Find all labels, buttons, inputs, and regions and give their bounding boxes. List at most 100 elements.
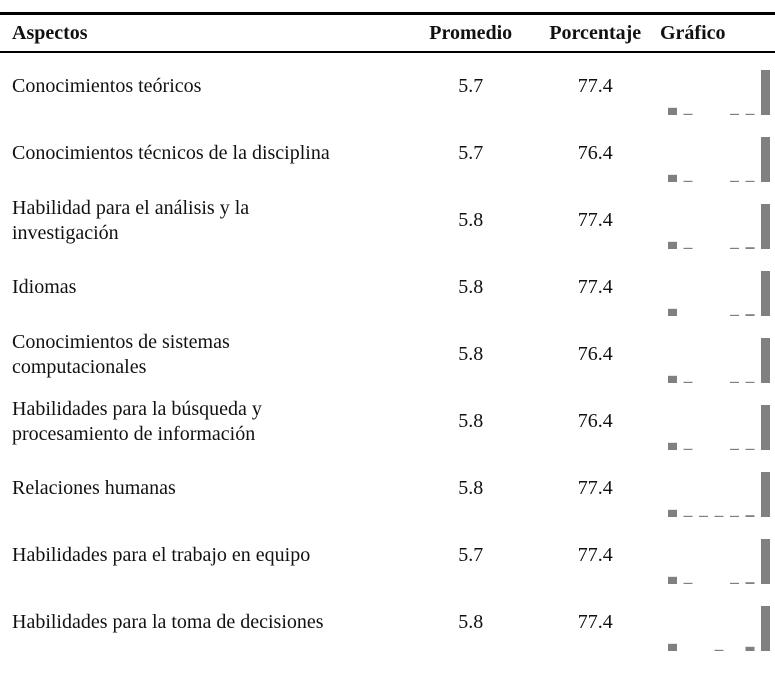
aspecto: Conocimientos técnicos de la disciplina [12, 142, 330, 164]
table: Aspectos Promedio Porcentaje Gráfico Con… [0, 12, 775, 656]
header-row: Aspectos Promedio Porcentaje Gráfico [0, 13, 775, 53]
sparkline [668, 538, 770, 584]
spark-bar [683, 448, 693, 450]
promedio: 5.8 [458, 343, 484, 365]
aspecto: Habilidades para la toma de decisiones [12, 611, 324, 633]
promedio: 5.8 [458, 209, 484, 231]
sparkline [668, 270, 770, 316]
spark-bar [745, 581, 755, 584]
sparkline [668, 337, 770, 383]
spark-bar [668, 308, 677, 316]
header: Porcentaje [530, 13, 660, 53]
row: Conocimientos teóricos 5.7 77.4 [0, 52, 775, 120]
porcentaje: 77.4 [577, 276, 613, 298]
sparkline [668, 605, 770, 651]
header: Aspectos [0, 13, 411, 53]
spark-bar [745, 313, 755, 316]
spark-bar [730, 180, 739, 182]
row: Relaciones humanas 5.8 77.4 [0, 455, 775, 522]
spark-bar [745, 180, 755, 182]
spark-bar [668, 174, 677, 182]
aspecto: Relaciones humanas [12, 477, 176, 499]
sparkline [668, 203, 770, 249]
cell [660, 120, 775, 187]
spark-bar [668, 241, 677, 249]
spark-bar [761, 270, 770, 316]
row: Idiomas 5.8 77.4 [0, 254, 775, 321]
table-body: Conocimientos teóricos 5.7 77.4 Conocimient… [0, 52, 775, 656]
spark-bar [730, 381, 739, 383]
spark-bar [761, 136, 770, 182]
cell: Idiomas [0, 254, 411, 321]
promedio: 5.7 [458, 75, 484, 97]
spark-bar [745, 246, 755, 249]
row: Habilidades para el trabajo en equipo 5.7… [0, 522, 775, 589]
sparkline [668, 471, 770, 517]
cell: Habilidades para la toma de decisiones [0, 589, 411, 656]
spark-bar [745, 113, 755, 115]
header: Promedio [410, 13, 531, 53]
cell: Habilidades para la búsqueda y procesami… [0, 388, 411, 455]
porcentaje: 77.4 [577, 544, 613, 566]
spark-bar [714, 515, 724, 517]
sparkline [668, 136, 770, 182]
spark-bar [668, 107, 677, 115]
spark-bar [730, 314, 739, 316]
aspecto: Habilidad para el análisis y la investig… [12, 196, 250, 244]
spark-bar [761, 538, 770, 584]
porcentaje: 77.4 [577, 477, 613, 499]
spark-bar [730, 582, 739, 584]
spark-bar [668, 576, 677, 584]
spark-bar [761, 605, 770, 651]
porcentaje: 77.4 [577, 611, 613, 633]
row: Habilidades para la búsqueda y procesami… [0, 388, 775, 455]
promedio: 5.7 [458, 142, 484, 164]
sparkline [668, 69, 770, 115]
spark-bar [683, 515, 693, 517]
sparkline [668, 404, 770, 450]
promedio: 5.8 [458, 611, 484, 633]
aspecto: Habilidades para el trabajo en equipo [12, 544, 311, 566]
cell: Habilidades para el trabajo en equipo [0, 522, 411, 589]
cell [660, 388, 775, 455]
spark-bar [745, 514, 755, 517]
cell [660, 254, 775, 321]
spark-bar [699, 515, 708, 517]
header: Gráfico [660, 13, 775, 53]
spark-bar [761, 471, 770, 517]
spark-bar [668, 643, 677, 651]
porcentaje: 76.4 [577, 343, 613, 365]
porcentaje: 77.4 [577, 75, 613, 97]
spark-bar [761, 69, 770, 115]
row: Habilidades para la toma de decisiones 5.… [0, 589, 775, 656]
row: Conocimientos técnicos de la disciplina 5… [0, 120, 775, 187]
porcentaje: 77.4 [577, 209, 613, 231]
cell: Habilidad para el análisis y la investig… [0, 187, 411, 254]
cell [660, 522, 775, 589]
cell [660, 187, 775, 254]
cell [660, 589, 775, 656]
row: Habilidad para el análisis y la investig… [0, 187, 775, 254]
cell: Conocimientos de sistemas computacionale… [0, 321, 411, 388]
spark-bar [730, 448, 739, 450]
spark-bar [730, 247, 739, 249]
spark-bar [683, 247, 693, 249]
spark-bar [668, 375, 677, 383]
spark-bar [761, 337, 770, 383]
cell: Conocimientos técnicos de la disciplina [0, 120, 411, 187]
spark-bar [761, 404, 770, 450]
cell [660, 455, 775, 522]
spark-bar [683, 381, 693, 383]
aspecto: Idiomas [12, 276, 77, 298]
spark-bar [668, 442, 677, 450]
spark-bar [714, 649, 724, 651]
spark-bar [683, 180, 693, 182]
spark-bar [745, 381, 755, 383]
spark-bar [761, 203, 770, 249]
row: Conocimientos de sistemas computacionale… [0, 321, 775, 388]
porcentaje: 76.4 [577, 410, 613, 432]
cell: Conocimientos teóricos [0, 52, 411, 120]
spark-bar [730, 113, 739, 115]
aspecto: Conocimientos de sistemas computacionale… [12, 330, 230, 378]
